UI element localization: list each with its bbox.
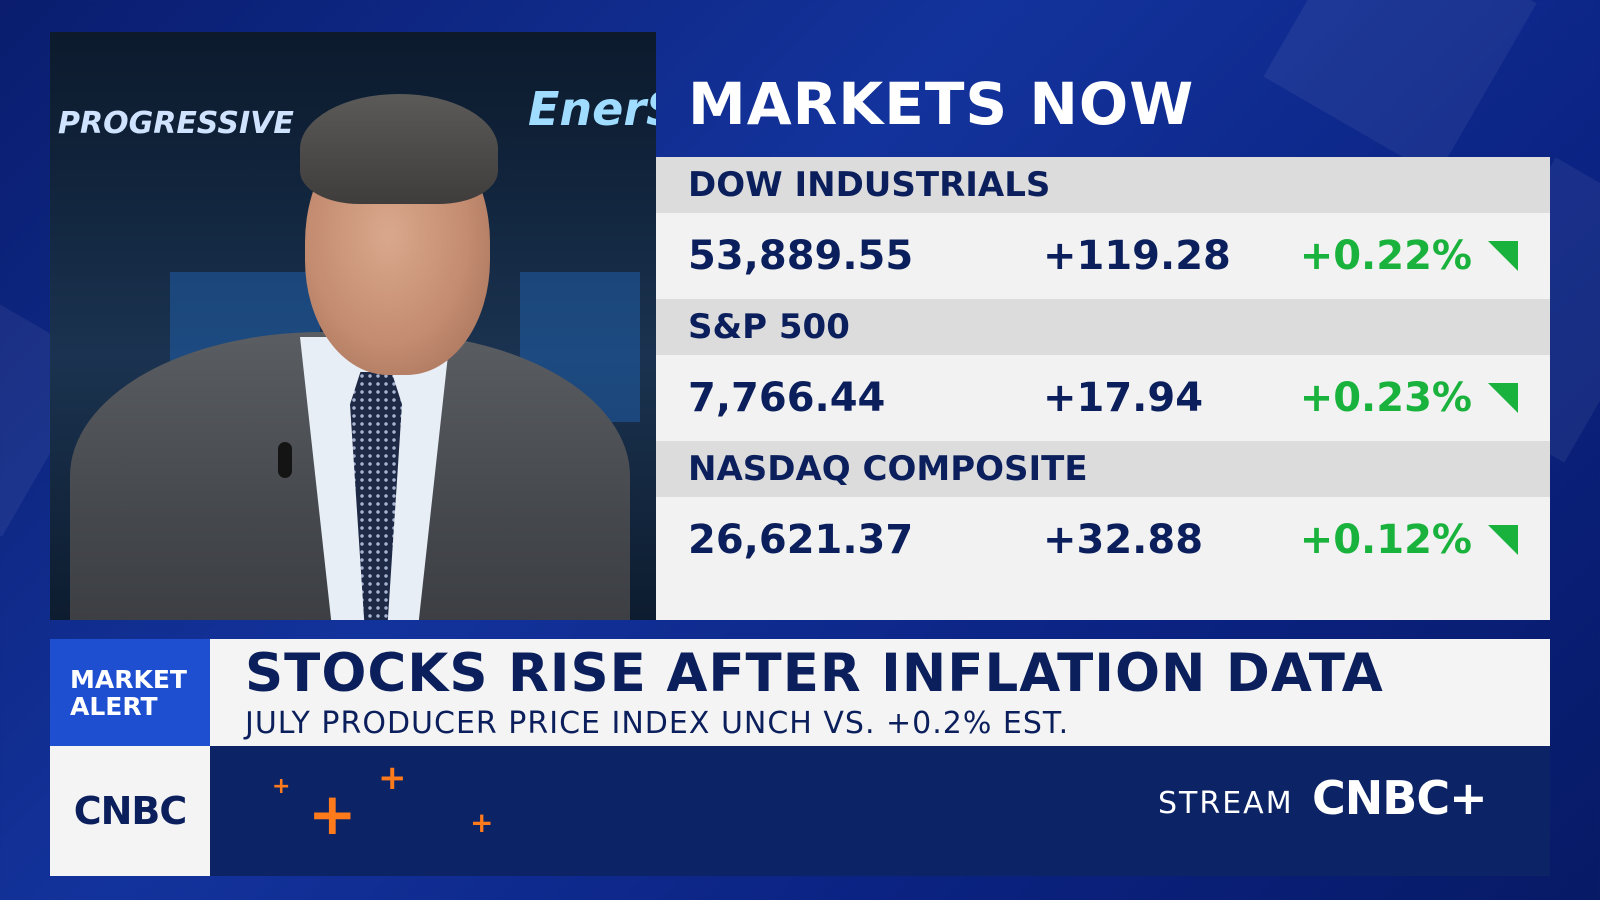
index-row-nasdaq: 26,621.37 +32.88 +0.12% [656, 497, 1550, 583]
video-feed: PROGRESSIVE EnerSys [50, 32, 656, 620]
plus-decoration-icon: + [470, 806, 494, 839]
up-arrow-icon [1488, 241, 1518, 271]
plus-decoration-icon: + [308, 780, 357, 848]
alert-line-2: ALERT [70, 691, 158, 721]
stream-label: STREAM [1158, 786, 1294, 821]
index-percent: +0.23% [1299, 375, 1472, 421]
index-percent: +0.12% [1299, 517, 1472, 563]
lower-third: MARKET ALERT STOCKS RISE AFTER INFLATION… [50, 639, 1550, 746]
person-hair [300, 94, 498, 204]
plus-decoration-icon: + [378, 758, 407, 798]
index-name-sp500: S&P 500 [656, 299, 1550, 355]
index-name-dow: DOW INDUSTRIALS [656, 157, 1550, 213]
markets-title: MARKETS NOW [688, 70, 1195, 138]
cnbc-logo: CNBC [50, 746, 210, 876]
lapel-mic [278, 442, 292, 478]
headline: STOCKS RISE AFTER INFLATION DATA [245, 643, 1384, 704]
index-change: +119.28 [1043, 233, 1231, 279]
index-change: +32.88 [1043, 517, 1204, 563]
background-sign-enersys: EnerSys [528, 82, 656, 136]
index-row-sp500: 7,766.44 +17.94 +0.23% [656, 355, 1550, 441]
background-sign-progressive: PROGRESSIVE [58, 106, 294, 141]
index-percent: +0.22% [1299, 233, 1472, 279]
index-value: 53,889.55 [688, 233, 914, 279]
alert-line-1: MARKET [70, 664, 187, 694]
index-value: 7,766.44 [688, 375, 886, 421]
index-name-nasdaq: NASDAQ COMPOSITE [656, 441, 1550, 497]
index-change: +17.94 [1043, 375, 1204, 421]
markets-table: DOW INDUSTRIALS 53,889.55 +119.28 +0.22%… [656, 157, 1550, 620]
subheadline: JULY PRODUCER PRICE INDEX UNCH VS. +0.2%… [245, 706, 1070, 741]
cnbc-plus-logo: CNBC+ [1312, 771, 1488, 825]
index-value: 26,621.37 [688, 517, 914, 563]
bottom-bar: CNBC + + + + STREAM CNBC+ [50, 746, 1550, 876]
background-facet [1263, 0, 1537, 177]
up-arrow-icon [1488, 525, 1518, 555]
up-arrow-icon [1488, 383, 1518, 413]
index-row-dow: 53,889.55 +119.28 +0.22% [656, 213, 1550, 299]
market-alert-badge: MARKET ALERT [50, 639, 210, 746]
plus-decoration-icon: + [272, 774, 291, 799]
